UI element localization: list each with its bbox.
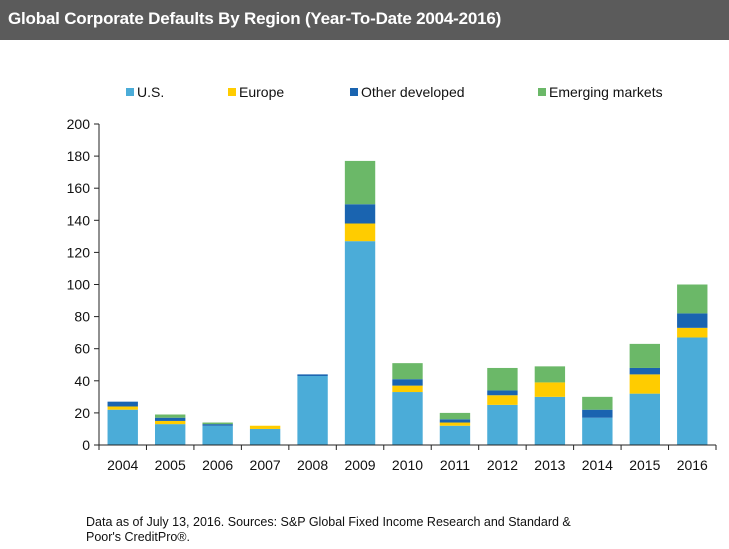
bar-segment — [487, 390, 518, 396]
y-tick-label: 120 — [67, 244, 91, 260]
bar-segment — [487, 404, 518, 445]
y-tick-label: 100 — [67, 277, 91, 293]
bar-segment — [439, 425, 471, 445]
legend-label-other-developed: Other developed — [361, 84, 465, 100]
bar-segment — [487, 367, 518, 391]
x-tick-label: 2014 — [582, 457, 613, 473]
source-note: Data as of July 13, 2016. Sources: S&P G… — [86, 515, 726, 545]
x-tick-label: 2010 — [392, 457, 423, 473]
bar-segment — [439, 422, 471, 426]
bar-segment — [155, 420, 186, 425]
bar-segment — [439, 419, 471, 423]
x-tick-label: 2011 — [440, 457, 470, 473]
bar-segment — [582, 396, 613, 410]
title-bar: Global Corporate Defaults By Region (Yea… — [0, 0, 729, 40]
legend-swatch-us — [126, 88, 134, 96]
legend-swatch-emerging-markets — [538, 88, 546, 96]
x-tick-label: 2013 — [534, 457, 565, 473]
legend-label-us: U.S. — [137, 84, 165, 100]
bar-segment — [392, 392, 423, 445]
bar-segment — [344, 160, 376, 205]
bar-segment — [297, 374, 328, 376]
bar-segment — [344, 241, 376, 445]
y-tick-label: 40 — [74, 373, 90, 389]
bar-segment — [677, 313, 708, 328]
bar-segment — [297, 375, 328, 445]
bar-segment — [392, 379, 423, 386]
bar-segment — [155, 424, 186, 445]
bar-segment — [344, 204, 376, 224]
bar-segment — [629, 343, 660, 368]
y-tick-label: 0 — [82, 437, 90, 453]
bar-segment — [107, 401, 138, 407]
chart-legend: U.S. Europe Other developed Emerging mar… — [0, 84, 729, 102]
bar-segment — [534, 366, 566, 383]
y-tick-label: 180 — [67, 148, 91, 164]
bar-segment — [677, 327, 708, 338]
x-tick-label: 2008 — [297, 457, 328, 473]
source-note-line-2: Poor's CreditPro®. — [86, 530, 190, 544]
y-tick-label: 200 — [67, 116, 91, 132]
legend-label-emerging-markets: Emerging markets — [549, 84, 663, 100]
chart-title: Global Corporate Defaults By Region (Yea… — [8, 9, 502, 28]
legend-item-europe: Europe — [228, 84, 284, 100]
x-tick-label: 2012 — [487, 457, 518, 473]
y-tick-label: 80 — [74, 309, 90, 325]
x-tick-label: 2007 — [250, 457, 281, 473]
bar-segment — [582, 409, 613, 418]
x-tick-label: 2005 — [155, 457, 186, 473]
bar-segment — [249, 428, 281, 445]
bar-segment — [392, 385, 423, 393]
bar-segment — [202, 425, 233, 445]
x-tick-label: 2004 — [107, 457, 138, 473]
x-tick-label: 2015 — [629, 457, 660, 473]
bar-segment — [582, 417, 613, 445]
source-note-line-1: Data as of July 13, 2016. Sources: S&P G… — [86, 515, 571, 529]
bar-segment — [439, 412, 471, 420]
bar-segment — [534, 382, 566, 397]
x-tick-label: 2006 — [202, 457, 233, 473]
legend-label-europe: Europe — [239, 84, 285, 100]
bar-segment — [202, 424, 233, 426]
bar-segment — [487, 395, 518, 405]
legend-swatch-europe — [228, 88, 236, 96]
bar-segment — [107, 409, 138, 445]
bar-segment — [392, 363, 423, 380]
x-tick-label: 2009 — [344, 457, 375, 473]
bar-segment — [677, 337, 708, 445]
y-tick-label: 160 — [67, 180, 91, 196]
bar-segment — [629, 393, 660, 445]
bar-segment — [534, 396, 566, 445]
bar-segment — [155, 414, 186, 418]
y-tick-label: 140 — [67, 212, 91, 228]
bar-segment — [202, 422, 233, 425]
bar-segment — [107, 406, 138, 410]
bar-segment — [677, 284, 708, 314]
bar-segment — [155, 417, 186, 421]
legend-item-us: U.S. — [126, 84, 164, 100]
legend-swatch-other-developed — [350, 88, 358, 96]
bar-segment — [344, 223, 376, 242]
y-tick-label: 60 — [74, 341, 90, 357]
bar-segment — [629, 367, 660, 375]
bar-segment — [249, 425, 281, 429]
legend-item-emerging-markets: Emerging markets — [538, 84, 663, 100]
y-tick-label: 20 — [74, 405, 90, 421]
x-tick-label: 2016 — [677, 457, 708, 473]
bar-segment — [629, 374, 660, 394]
legend-item-other-developed: Other developed — [350, 84, 465, 100]
